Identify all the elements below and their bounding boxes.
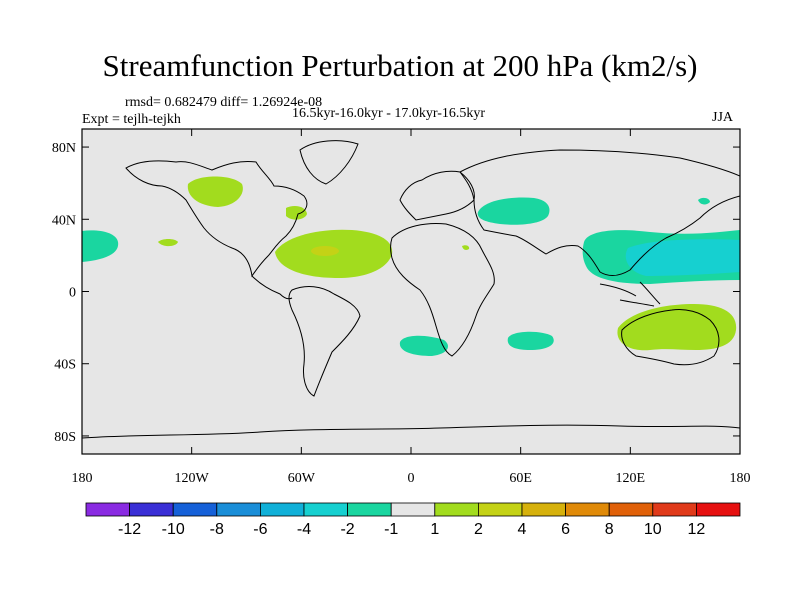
atlantic-core-anomaly <box>311 246 339 256</box>
map-background <box>82 129 740 454</box>
colorbar-swatch <box>172 502 218 517</box>
lon-tick-label: 180 <box>730 471 751 486</box>
lon-tick-label: 60W <box>288 471 316 486</box>
colorbar-label: -12 <box>118 521 141 538</box>
lat-tick-label: 40N <box>52 213 76 228</box>
lon-tick-label: 120E <box>616 471 646 486</box>
anomaly-layer <box>82 176 740 356</box>
season-label: JJA <box>712 110 734 125</box>
colorbar-swatch <box>652 502 697 517</box>
lat-tick-label: 0 <box>69 286 76 301</box>
colorbar-label: 10 <box>644 521 662 538</box>
north-pacific-east-anomaly <box>82 230 119 262</box>
colorbar-swatch <box>521 502 566 517</box>
colorbar-swatch <box>565 502 610 517</box>
colorbar-label: -4 <box>297 521 311 538</box>
colorbar-swatch <box>303 502 348 517</box>
colorbar-swatch <box>477 502 523 517</box>
greenland-coast <box>299 140 359 185</box>
colorbar-label: -2 <box>340 521 354 538</box>
australia-coast <box>621 309 720 366</box>
colorbar-labels: -12 -10 -8 -6 -4 -2 -1 1 2 4 6 8 10 12 <box>118 521 705 538</box>
central-america-coast <box>251 275 293 300</box>
stats-text: rmsd= 0.682479 diff= 1.26924e-08 <box>125 95 323 110</box>
colorbar-label: -6 <box>253 521 267 538</box>
colorbar-label: 4 <box>518 521 527 538</box>
great-lakes-anomaly <box>286 206 307 220</box>
south-america-coast <box>288 286 361 397</box>
colorbar-label: 12 <box>688 521 706 538</box>
lon-tick-label: 180 <box>72 471 93 486</box>
hawaii-anomaly <box>158 239 178 247</box>
north-pacific-west-anomaly <box>698 197 710 205</box>
south-indian-anomaly <box>507 331 554 350</box>
lon-tick-label: 60E <box>509 471 532 486</box>
colorbar-label: 2 <box>474 521 483 538</box>
colorbar-swatch <box>608 502 654 517</box>
coastline-layer <box>82 140 740 439</box>
experiment-label: Expt = tejlh-tejkh <box>82 112 181 127</box>
lat-tick-label: 80N <box>52 141 76 156</box>
colorbar-swatch <box>696 502 741 517</box>
colorbar <box>85 502 741 517</box>
eurasia-anomaly <box>477 197 550 225</box>
colorbar-label: -1 <box>384 521 398 538</box>
north-america-anomaly <box>187 176 243 207</box>
lat-tick-label: 40S <box>54 358 76 373</box>
lon-tick-label: 120W <box>175 471 210 486</box>
africa-coast <box>390 223 495 357</box>
west-pacific-core-anomaly <box>625 239 740 276</box>
antarctica-coast <box>82 424 740 439</box>
colorbar-label: 1 <box>430 521 439 538</box>
period-label: 16.5kyr-16.0kyr - 17.0kyr-16.5kyr <box>292 106 486 121</box>
chart-title: Streamfunction Perturbation at 200 hPa (… <box>102 48 698 83</box>
colorbar-swatch <box>216 502 261 517</box>
lon-tick-label: 0 <box>408 471 415 486</box>
colorbar-label: -8 <box>210 521 224 538</box>
colorbar-label: -10 <box>162 521 185 538</box>
colorbar-swatch <box>129 502 174 517</box>
asia-coast <box>459 149 740 277</box>
north-america-coast <box>125 160 308 278</box>
lat-tick-label: 80S <box>54 430 76 445</box>
colorbar-swatch <box>390 502 436 517</box>
colorbar-swatch <box>347 502 392 517</box>
south-america-anomaly <box>399 335 448 356</box>
axis-labels: 180 120W 60W 0 60E 120E 180 80N 40N 0 40S 80S <box>52 141 751 486</box>
colorbar-label: 6 <box>561 521 570 538</box>
colorbar-swatch <box>259 502 305 517</box>
colorbar-swatch <box>434 502 479 517</box>
colorbar-swatch <box>85 502 130 517</box>
colorbar-label: 8 <box>605 521 614 538</box>
southeast-asia-islands <box>599 281 661 307</box>
africa-small-anomaly <box>462 245 470 250</box>
axis-ticks <box>81 129 741 454</box>
